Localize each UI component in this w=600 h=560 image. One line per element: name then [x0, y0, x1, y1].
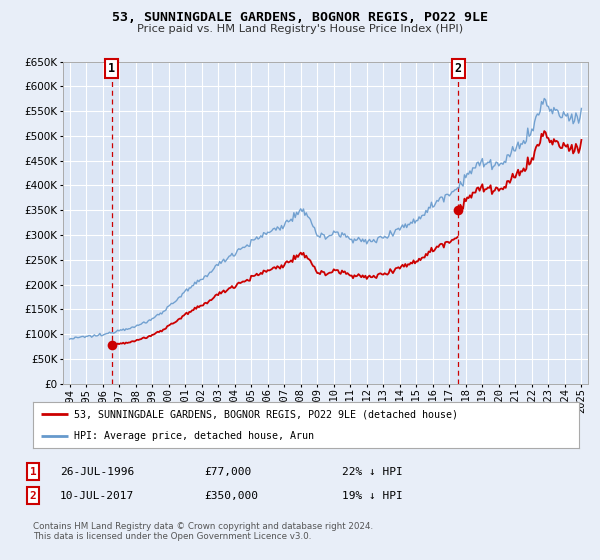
Text: 1: 1: [109, 62, 115, 74]
Text: 53, SUNNINGDALE GARDENS, BOGNOR REGIS, PO22 9LE (detached house): 53, SUNNINGDALE GARDENS, BOGNOR REGIS, P…: [74, 409, 458, 419]
Text: £350,000: £350,000: [204, 491, 258, 501]
Text: £77,000: £77,000: [204, 466, 251, 477]
Text: 22% ↓ HPI: 22% ↓ HPI: [342, 466, 403, 477]
Text: 53, SUNNINGDALE GARDENS, BOGNOR REGIS, PO22 9LE: 53, SUNNINGDALE GARDENS, BOGNOR REGIS, P…: [112, 11, 488, 24]
Text: Contains HM Land Registry data © Crown copyright and database right 2024.: Contains HM Land Registry data © Crown c…: [33, 522, 373, 531]
Text: HPI: Average price, detached house, Arun: HPI: Average price, detached house, Arun: [74, 431, 314, 441]
Text: 1: 1: [29, 466, 37, 477]
Text: Price paid vs. HM Land Registry's House Price Index (HPI): Price paid vs. HM Land Registry's House …: [137, 24, 463, 34]
Text: 19% ↓ HPI: 19% ↓ HPI: [342, 491, 403, 501]
Text: 2: 2: [455, 62, 461, 74]
Text: 10-JUL-2017: 10-JUL-2017: [60, 491, 134, 501]
Text: 26-JUL-1996: 26-JUL-1996: [60, 466, 134, 477]
Text: This data is licensed under the Open Government Licence v3.0.: This data is licensed under the Open Gov…: [33, 532, 311, 541]
Text: 2: 2: [29, 491, 37, 501]
